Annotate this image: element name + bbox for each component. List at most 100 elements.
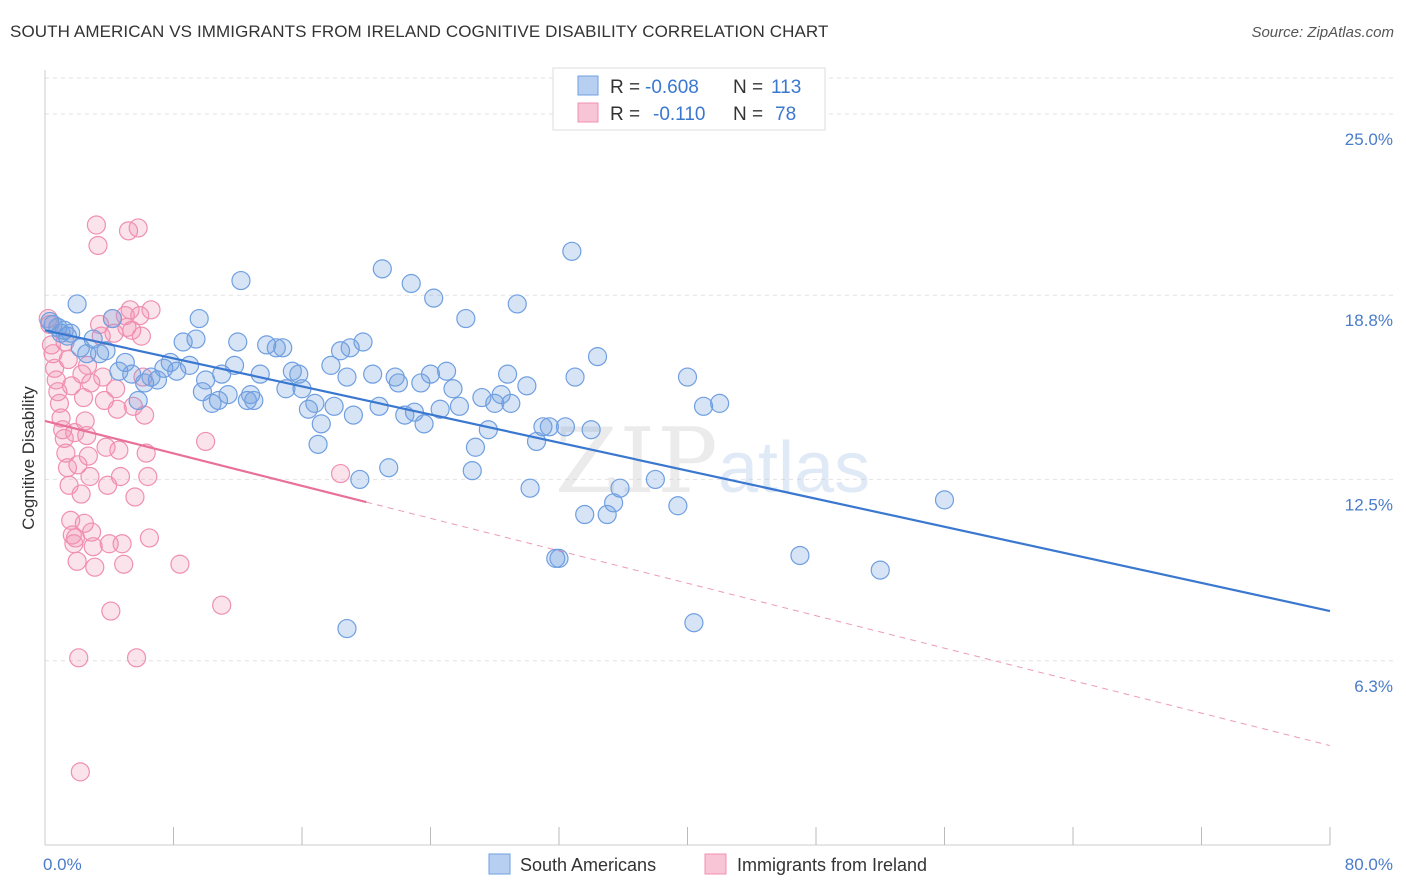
ireland-point-62: [138, 466, 158, 487]
south-americans-point-110: [870, 560, 890, 580]
ireland-point-64: [141, 300, 161, 320]
south-americans-point-73: [430, 399, 450, 419]
south-americans-point-49: [305, 393, 325, 413]
ireland-point-56: [128, 218, 148, 238]
south-americans-point-103: [610, 478, 630, 498]
south-americans-point-109: [790, 545, 810, 566]
y-tick-label-1: 12.5%: [1345, 495, 1393, 514]
y-axis-title: Cognitive Disability: [19, 386, 38, 530]
south-americans-point-55: [337, 367, 357, 387]
ireland-point-67: [212, 595, 232, 615]
ireland-point-71: [61, 376, 82, 396]
south-americans-point-58: [350, 469, 370, 490]
south-americans-point-52: [321, 355, 341, 375]
south-americans-point-51: [311, 414, 331, 434]
legend-r-value-pink: -0.110: [653, 104, 705, 125]
south-americans-point-87: [517, 376, 537, 396]
south-americans-point-65: [388, 373, 408, 393]
ireland-point-29: [85, 557, 105, 577]
south-americans-point-38: [241, 385, 261, 405]
legend-swatch-pink: [577, 102, 599, 123]
south-americans-point-71: [420, 364, 441, 384]
ireland-point-68: [330, 463, 351, 484]
legend-n-value-blue: 113: [771, 77, 801, 98]
trend-line-south-americans: [44, 329, 1331, 613]
watermark-atlas: atlas: [718, 428, 870, 508]
south-americans-point-90: [533, 417, 553, 437]
ireland-point-47: [114, 554, 134, 574]
south-americans-point-105: [668, 496, 688, 516]
south-americans-point-64: [385, 367, 405, 387]
south-americans-point-26: [186, 329, 206, 349]
x-tick-label-1: 80.0%: [1345, 855, 1393, 874]
bottom-legend-label-pink: Immigrants from Ireland: [737, 855, 927, 875]
ireland-point-51: [120, 300, 140, 320]
south-americans-point-112: [684, 613, 704, 633]
chart-title: SOUTH AMERICAN VS IMMIGRANTS FROM IRELAN…: [10, 22, 829, 41]
south-americans-point-96: [565, 367, 585, 387]
south-americans-point-61: [369, 396, 389, 416]
south-americans-point-107: [693, 396, 714, 416]
legend-r-label-pink: R =: [610, 104, 640, 125]
south-americans-point-39: [244, 390, 264, 411]
y-tick-label-3: 25.0%: [1345, 130, 1393, 149]
ireland-point-63: [139, 528, 160, 548]
south-americans-point-77: [456, 308, 476, 329]
south-americans-point-106: [677, 367, 698, 387]
south-americans-point-15: [115, 352, 135, 373]
ireland-point-11: [56, 443, 76, 463]
series-legend: South Americans Immigrants from Ireland: [488, 853, 927, 875]
south-americans-point-91: [539, 417, 559, 437]
legend-r-value-blue: -0.608: [645, 77, 699, 98]
ireland-point-65: [170, 554, 190, 574]
south-americans-point-46: [289, 364, 309, 384]
south-americans-point-99: [587, 347, 608, 367]
ireland-point-75: [74, 513, 94, 533]
south-americans-point-84: [498, 364, 518, 384]
watermark: ZIP atlas: [555, 409, 870, 514]
south-americans-point-94: [555, 417, 576, 437]
legend-n-value-pink: 78: [775, 104, 796, 125]
gridlines: [45, 77, 1395, 662]
south-americans-point-29: [196, 370, 216, 390]
south-americans-point-27: [189, 308, 209, 329]
south-americans-point-43: [273, 338, 293, 358]
legend-n-label-pink: N =: [733, 104, 763, 125]
south-americans-point-35: [228, 332, 248, 352]
ireland-point-74: [71, 484, 91, 504]
south-americans-point-40: [250, 364, 270, 384]
south-americans-point-75: [443, 379, 463, 399]
bottom-legend-swatch-blue: [488, 853, 511, 875]
south-americans-point-50: [308, 434, 328, 454]
trend-line-ireland-solid: [44, 419, 367, 504]
south-americans-point-104: [645, 469, 665, 490]
south-americans-point-31: [208, 390, 229, 411]
south-americans-point-13: [102, 308, 123, 329]
south-americans-point-59: [353, 332, 373, 352]
bottom-legend-swatch-pink: [704, 853, 727, 875]
ireland-point-30: [86, 215, 107, 235]
ireland-point-54: [125, 487, 145, 507]
south-americans-point-81: [478, 420, 498, 440]
south-americans-point-76: [449, 396, 470, 416]
south-americans-point-57: [343, 405, 363, 425]
south-americans-point-62: [372, 259, 392, 279]
bottom-legend-label-blue: South Americans: [520, 855, 656, 875]
south-americans-point-108: [710, 393, 730, 413]
south-americans-point-37: [237, 390, 257, 411]
chart-source: Source: ZipAtlas.com: [1251, 24, 1394, 41]
south-americans-point-95: [562, 241, 582, 261]
ireland-point-73: [68, 455, 88, 475]
ireland-point-57: [130, 306, 150, 326]
legend-r-label-blue: R =: [610, 77, 640, 98]
ireland-point-19: [69, 648, 89, 668]
south-americans-point-93: [549, 548, 569, 568]
south-americans-point-63: [379, 458, 399, 478]
x-tick-label-0: 0.0%: [43, 855, 82, 874]
south-americans-point-102: [337, 618, 357, 639]
south-americans-point-36: [231, 270, 251, 291]
ireland-point-39: [101, 601, 121, 621]
ireland-point-28: [83, 537, 103, 557]
ireland-point-70: [58, 349, 78, 370]
